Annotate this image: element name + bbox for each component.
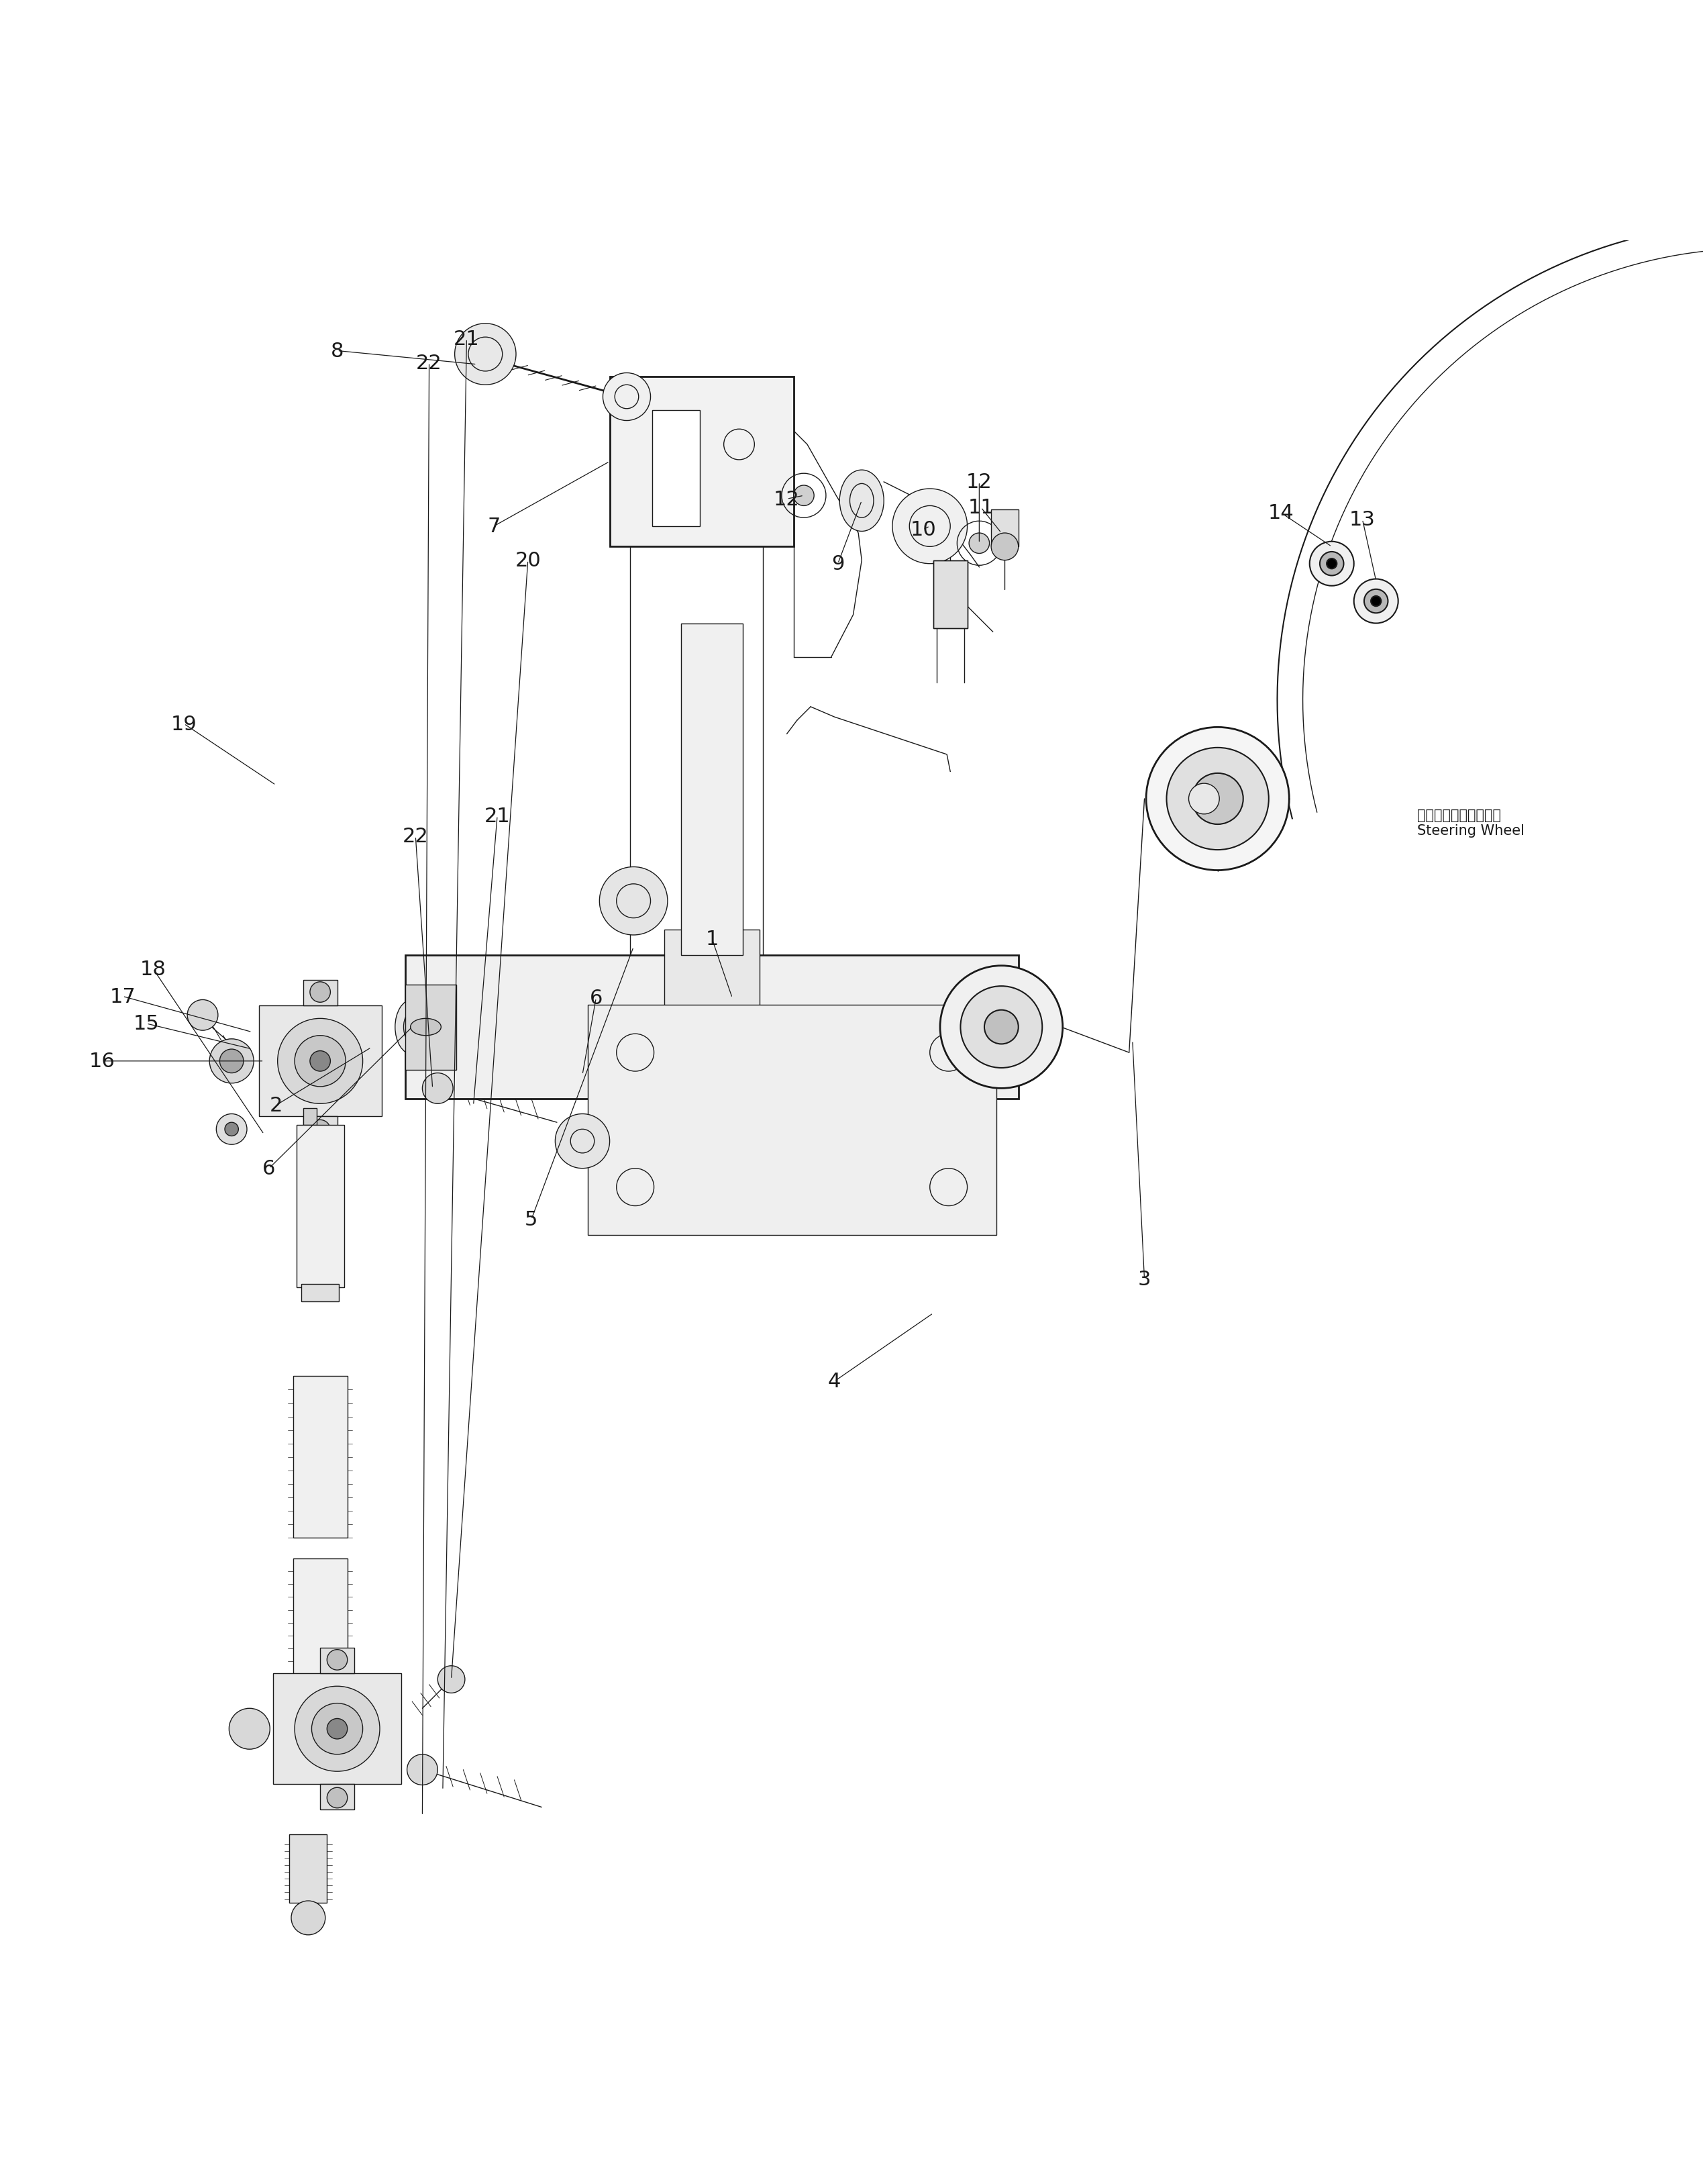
Circle shape (228, 1708, 269, 1749)
Text: 9: 9 (831, 555, 845, 574)
Circle shape (310, 1051, 330, 1072)
Circle shape (984, 1011, 1018, 1044)
Text: 11: 11 (967, 498, 995, 518)
Circle shape (209, 1040, 254, 1083)
Circle shape (969, 533, 989, 555)
Circle shape (1192, 773, 1243, 826)
Circle shape (991, 533, 1018, 561)
Ellipse shape (395, 1000, 429, 1055)
Bar (652, 411, 700, 526)
Bar (301, 1284, 339, 1302)
Ellipse shape (840, 470, 884, 531)
Circle shape (310, 1120, 330, 1140)
Circle shape (407, 1754, 438, 1784)
Bar (610, 378, 794, 546)
Text: 19: 19 (170, 714, 198, 734)
Ellipse shape (410, 1018, 441, 1035)
Bar (405, 985, 456, 1070)
Circle shape (327, 1649, 347, 1671)
Bar (293, 1559, 347, 1675)
Bar (259, 1007, 381, 1116)
Circle shape (1310, 542, 1354, 585)
Circle shape (327, 1789, 347, 1808)
Bar (933, 561, 967, 629)
Bar (681, 625, 743, 957)
Circle shape (555, 1114, 610, 1168)
Circle shape (794, 485, 814, 507)
Text: 13: 13 (1349, 511, 1376, 529)
Bar (664, 930, 760, 1125)
Text: 12: 12 (773, 489, 800, 509)
Circle shape (455, 323, 516, 384)
Text: 4: 4 (828, 1372, 841, 1391)
Bar (303, 1107, 317, 1125)
Circle shape (940, 965, 1063, 1088)
Circle shape (603, 373, 651, 422)
Circle shape (225, 1123, 238, 1136)
Text: 22: 22 (402, 828, 429, 845)
Text: 15: 15 (133, 1013, 160, 1033)
Circle shape (327, 1719, 347, 1738)
Circle shape (1320, 553, 1344, 577)
Bar (991, 509, 1018, 546)
Text: 8: 8 (330, 341, 344, 360)
Circle shape (438, 1666, 465, 1693)
Bar (320, 1784, 354, 1811)
Circle shape (291, 1900, 325, 1935)
Circle shape (295, 1686, 380, 1771)
Text: 21: 21 (484, 806, 511, 826)
Circle shape (295, 1035, 346, 1088)
Circle shape (1189, 784, 1219, 815)
Bar (320, 1649, 354, 1673)
Text: 21: 21 (453, 330, 480, 349)
Circle shape (422, 1072, 453, 1103)
Circle shape (278, 1018, 363, 1103)
Text: 18: 18 (140, 959, 167, 978)
Circle shape (187, 1000, 218, 1031)
Circle shape (599, 867, 668, 935)
Text: 10: 10 (909, 520, 937, 539)
Circle shape (1167, 747, 1269, 850)
Circle shape (220, 1051, 244, 1072)
Bar (303, 981, 337, 1007)
Circle shape (960, 987, 1042, 1068)
Bar (272, 1673, 400, 1784)
Text: 1: 1 (705, 928, 719, 948)
Text: 17: 17 (109, 987, 136, 1007)
Bar (303, 1116, 337, 1142)
Text: 2: 2 (269, 1096, 283, 1116)
Text: 20: 20 (514, 550, 542, 570)
Bar (588, 1005, 996, 1234)
Circle shape (310, 983, 330, 1002)
Text: 3: 3 (1138, 1269, 1151, 1289)
Text: 22: 22 (416, 354, 443, 373)
Text: 16: 16 (89, 1053, 116, 1070)
Text: 7: 7 (487, 518, 501, 537)
Bar (296, 1125, 344, 1289)
Bar (290, 1835, 327, 1902)
Text: 12: 12 (966, 472, 993, 491)
Text: 5: 5 (525, 1210, 538, 1230)
Text: 14: 14 (1267, 502, 1294, 522)
Text: 6: 6 (589, 989, 603, 1009)
Circle shape (1327, 559, 1337, 570)
Circle shape (216, 1114, 247, 1144)
Circle shape (1371, 596, 1381, 607)
Text: 6: 6 (262, 1160, 276, 1179)
Bar (293, 1376, 347, 1538)
Circle shape (1354, 579, 1398, 625)
Circle shape (892, 489, 967, 563)
Bar (405, 957, 1018, 1099)
Circle shape (1364, 590, 1388, 614)
Text: ステアリングホイール
Steering Wheel: ステアリングホイール Steering Wheel (1417, 808, 1524, 836)
Circle shape (1146, 727, 1289, 871)
Circle shape (312, 1704, 363, 1754)
Bar (933, 561, 967, 629)
